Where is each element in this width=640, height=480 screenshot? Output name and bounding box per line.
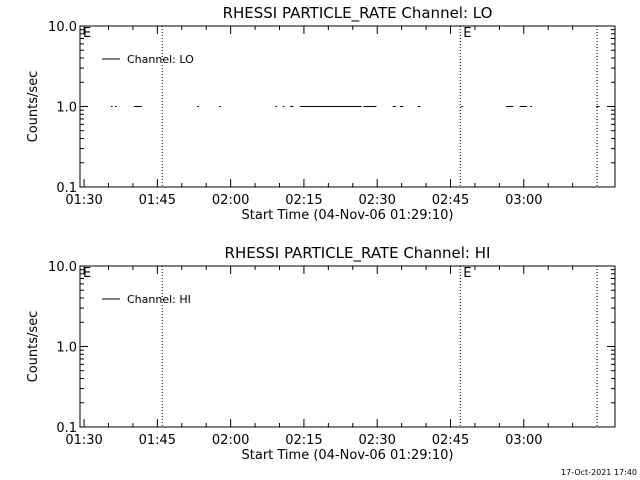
y-tick-label: 0.1 [56, 181, 77, 196]
chart-title: RHESSI PARTICLE_RATE Channel: LO [223, 4, 493, 23]
x-tick-label: 02:45 [432, 193, 469, 208]
footer-timestamp: 17-Oct-2021 17:40 [561, 468, 637, 477]
x-tick-label: 02:15 [285, 193, 322, 208]
chart-title: RHESSI PARTICLE_RATE Channel: HI [225, 244, 491, 263]
legend-label: Channel: HI [127, 293, 191, 306]
plot-frame [79, 265, 616, 428]
y-tick-label: 1.0 [56, 341, 77, 356]
x-axis-label: Start Time (04-Nov-06 01:29:10) [242, 448, 454, 463]
x-tick-label: 02:30 [358, 193, 395, 208]
y-tick-label: 0.1 [56, 421, 77, 436]
event-marker-label: E [83, 266, 91, 281]
chart-panel-1: RHESSI PARTICLE_RATE Channel: LO 10.0 1.0 0… [26, 4, 616, 223]
y-axis-label: Counts/sec [26, 311, 41, 383]
y-axis-label: Counts/sec [26, 71, 41, 143]
x-tick-label: 02:00 [212, 433, 249, 448]
x-tick-label: 03:00 [505, 193, 542, 208]
y-tick-label: 10.0 [48, 260, 77, 275]
y-tick-label: 1.0 [56, 101, 77, 116]
x-tick-label: 03:00 [505, 433, 542, 448]
x-tick-label: 01:45 [139, 193, 176, 208]
x-tick-label: 01:30 [65, 193, 102, 208]
x-tick-label: 01:45 [139, 433, 176, 448]
x-axis-label: Start Time (04-Nov-06 01:29:10) [242, 208, 454, 223]
event-marker-label: E [83, 26, 91, 41]
legend-label: Channel: LO [127, 53, 194, 66]
chart-panel-2: RHESSI PARTICLE_RATE Channel: HI 10.0 1.0 0… [26, 244, 616, 463]
x-tick-label: 02:00 [212, 193, 249, 208]
x-tick-label: 02:45 [432, 433, 469, 448]
x-tick-label: 02:30 [358, 433, 395, 448]
event-marker-label: E [463, 266, 471, 281]
x-tick-label: 02:15 [285, 433, 322, 448]
event-marker-label: E [463, 26, 471, 41]
x-tick-label: 01:30 [65, 433, 102, 448]
y-tick-label: 10.0 [48, 20, 77, 35]
